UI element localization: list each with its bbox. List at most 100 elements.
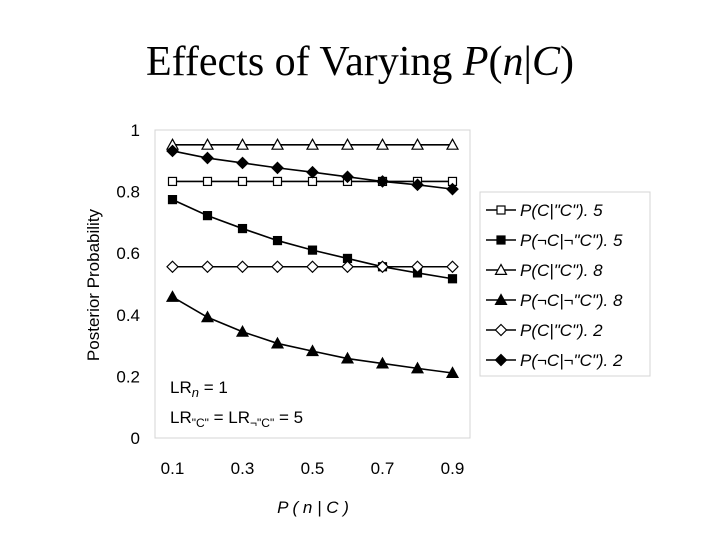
x-tick-label-1: 0.3 [231, 459, 255, 478]
legend-label-0: P(C|"C"). 5 [520, 201, 603, 220]
series-4-point-3 [271, 260, 284, 274]
series-4-point-0 [166, 260, 179, 274]
series-3-point-3 [270, 336, 285, 349]
title-close-paren: ) [559, 39, 574, 85]
series-4-point-1 [201, 260, 214, 274]
series-4-point-4 [306, 260, 319, 274]
series-4-point-7 [411, 260, 424, 274]
legend-label-4: P(C|"C"). 2 [520, 321, 603, 340]
legend-box [479, 191, 651, 377]
annotation-line2-mid: = LR [209, 408, 250, 427]
title-c: C [531, 39, 560, 85]
series-0-point-2 [237, 176, 248, 187]
series-4 [166, 260, 459, 274]
y-tick-label-1: 0.2 [116, 367, 140, 386]
title-open-paren: ( [488, 39, 503, 85]
series-3 [165, 290, 460, 379]
legend-label-3: P(¬C|¬"C"). 8 [520, 291, 623, 310]
series-4-point-6 [376, 260, 389, 274]
x-axis-label: P ( n | C ) [277, 498, 349, 517]
series-3-point-7 [410, 361, 425, 374]
series-5-point-4 [306, 165, 319, 179]
series-4-point-8 [446, 260, 459, 274]
x-tick-label-4: 0.9 [441, 459, 465, 478]
annotation-line1-suffix: = 1 [199, 378, 228, 397]
series-2 [165, 138, 460, 150]
series-5-point-7 [411, 178, 424, 192]
series-1-point-3 [272, 235, 283, 246]
series-3-point-4 [305, 344, 320, 357]
legend: P(C|"C"). 5 P(¬C|¬"C"). 5 P(C|"C"). 8 P(¬C|… [486, 201, 623, 370]
y-axis-label: Posterior Probability [84, 208, 103, 361]
series-1-point-2 [237, 223, 248, 234]
series-3-point-2 [235, 325, 250, 337]
annotation-line1-sub: n [192, 385, 199, 400]
series-5-point-8 [446, 182, 459, 196]
series-3-point-6 [375, 356, 390, 369]
series-layer [165, 138, 460, 379]
legend-marker-3 [494, 293, 508, 305]
legend-marker-0 [496, 205, 506, 215]
series-0-point-4 [307, 176, 318, 187]
y-tick-labels: 0 0.2 0.4 0.6 0.8 1 [116, 121, 140, 448]
y-tick-label-2: 0.4 [116, 306, 140, 325]
y-tick-label-0: 0 [131, 429, 140, 448]
series-4-point-5 [341, 260, 354, 274]
series-5-point-6 [376, 175, 389, 188]
y-tick-label-5: 1 [131, 121, 140, 140]
legend-marker-1 [496, 235, 506, 245]
annotation-line2-suffix: = 5 [274, 408, 303, 427]
annotation-line2-sub1: "C" [192, 416, 209, 430]
series-3-point-8 [445, 366, 460, 379]
series-3-point-0 [165, 290, 180, 302]
series-2-point-8 [445, 138, 460, 150]
series-4-point-2 [236, 260, 249, 274]
series-2-point-7 [410, 138, 425, 150]
y-tick-label-4: 0.8 [116, 183, 140, 202]
y-tick-label-3: 0.6 [116, 244, 140, 263]
legend-marker-2 [494, 263, 508, 275]
legend-label-5: P(¬C|¬"C"). 2 [520, 351, 623, 370]
x-tick-label-0: 0.1 [161, 459, 185, 478]
series-1-point-8 [447, 274, 458, 284]
series-2-point-3 [270, 138, 285, 150]
series-0 [167, 176, 458, 187]
legend-marker-5 [494, 353, 508, 367]
series-2-point-6 [375, 138, 390, 150]
annotation-line2-sub2: ¬"C" [250, 416, 274, 430]
series-2-point-5 [340, 138, 355, 150]
series-5 [166, 144, 459, 196]
series-1-point-4 [307, 245, 318, 255]
series-2-point-2 [235, 138, 250, 150]
title-p: P [462, 39, 489, 85]
legend-marker-4 [494, 323, 508, 337]
title-bar: | [523, 39, 532, 85]
x-tick-labels: 0.1 0.3 0.5 0.7 0.9 [161, 459, 465, 478]
series-5-point-5 [341, 170, 354, 184]
series-5-point-2 [236, 156, 249, 170]
series-3-point-5 [340, 351, 355, 364]
series-5-point-1 [201, 151, 214, 165]
legend-label-2: P(C|"C"). 8 [520, 261, 603, 280]
series-5-point-3 [271, 161, 284, 175]
x-tick-label-3: 0.7 [371, 459, 395, 478]
series-1-point-0 [167, 195, 178, 205]
title-prefix: Effects of Varying [146, 39, 463, 85]
series-2-point-1 [200, 138, 215, 150]
x-tick-label-2: 0.5 [301, 459, 325, 478]
series-5-point-0 [166, 144, 179, 158]
annotation-line1: LRn = 1 [170, 378, 228, 400]
series-2-point-4 [305, 138, 320, 150]
annotation-line1-prefix: LR [170, 378, 192, 397]
annotation-line2-prefix: LR [170, 408, 192, 427]
series-3-point-1 [200, 310, 215, 323]
series-1-point-1 [202, 211, 213, 221]
annotation-line2: LR"C" = LR¬"C" = 5 [170, 408, 303, 430]
series-0-point-1 [202, 176, 213, 187]
slide-title: Effects of Varying P(n|C) [0, 38, 720, 86]
title-n: n [502, 39, 524, 85]
lr-annotation: LRn = 1 LR"C" = LR¬"C" = 5 [170, 378, 303, 430]
series-0-point-0 [167, 176, 178, 187]
legend-label-1: P(¬C|¬"C"). 5 [520, 231, 623, 250]
